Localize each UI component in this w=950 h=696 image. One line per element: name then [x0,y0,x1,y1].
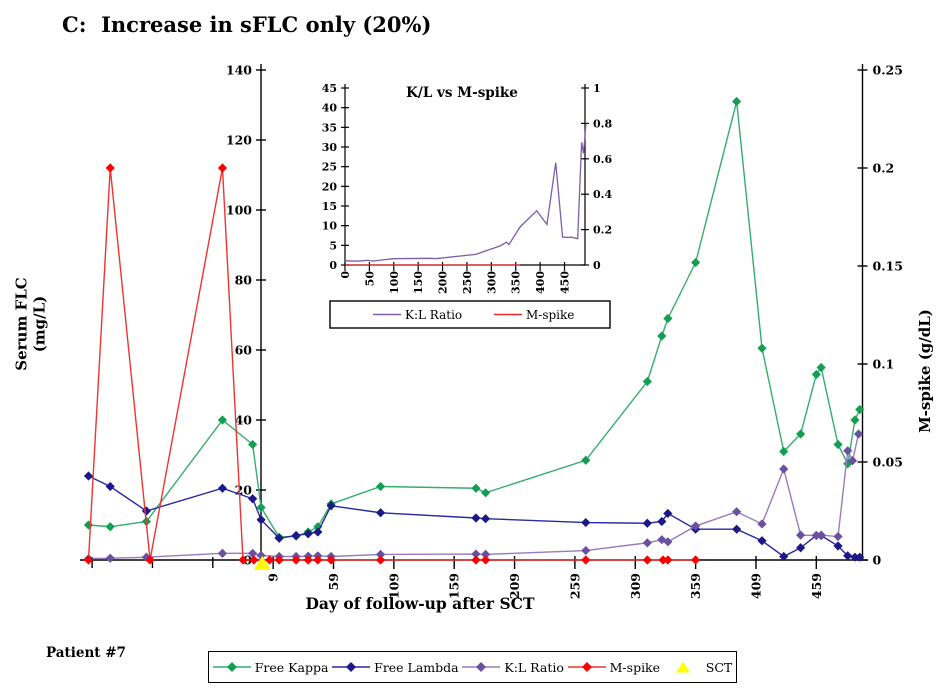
svg-text:35: 35 [322,121,337,134]
svg-text:259: 259 [567,573,582,599]
svg-text:0.05: 0.05 [873,455,903,470]
inset-series-group [344,123,587,266]
svg-text:0.8: 0.8 [593,117,612,130]
m-spike-points [83,163,701,565]
main-legend: Free Kappa Free Lambda K:L Ratio M-spike SCT [208,651,737,683]
free-kappa-legend-marker [212,662,251,672]
x-axis-label: Day of follow-up after SCT [305,594,535,613]
svg-text:0: 0 [329,259,337,272]
k-l-ratio-series [344,123,587,262]
sct-series [253,556,271,570]
svg-text:40: 40 [322,102,338,115]
svg-text:80: 80 [235,273,253,288]
svg-text:250: 250 [461,271,474,294]
svg-text:30: 30 [322,141,338,154]
legend-item-free-lambda: Free Lambda [332,659,459,675]
m-spike-legend-marker [567,662,606,672]
right-y-axis-label: M-spike (g/dL) [916,309,934,433]
svg-text:150: 150 [412,271,425,294]
m-spike-legend-label: M-spike [526,308,574,322]
svg-text:400: 400 [534,271,547,294]
svg-text:409: 409 [748,573,763,599]
free-kappa-series [83,96,865,542]
svg-text:0: 0 [873,553,882,568]
svg-text:0.2: 0.2 [873,161,895,176]
k-l-ratio-legend-marker [462,662,501,672]
legend-label: SCT [705,659,733,675]
m-spike-series [83,163,701,565]
svg-text:209: 209 [507,573,522,599]
main-axes [80,64,868,569]
k-l-ratio-line [88,433,860,560]
svg-text:100: 100 [388,271,401,294]
svg-text:309: 309 [628,573,643,599]
svg-text:5: 5 [329,239,337,252]
svg-text:159: 159 [447,573,462,599]
svg-text:0.15: 0.15 [873,259,903,274]
legend-item-m-spike: M-spike [567,659,661,675]
svg-text:450: 450 [559,271,572,294]
legend-label: M-spike [609,659,661,675]
free-kappa-line [88,101,861,538]
legend-label: Free Lambda [374,659,459,675]
patient-label: Patient #7 [46,645,126,661]
main-series-group [83,96,865,570]
svg-text:15: 15 [322,200,337,213]
legend-label: Free Kappa [254,659,329,675]
legend-item-sct: SCT [664,660,732,675]
svg-text:100: 100 [226,203,252,218]
svg-text:120: 120 [226,133,252,148]
svg-text:60: 60 [235,343,253,358]
svg-text:140: 140 [226,63,252,78]
legend-item-k-l-ratio: K:L Ratio [462,660,564,675]
inset-title: K/L vs M-spike [406,85,518,101]
svg-text:9: 9 [266,573,281,582]
svg-text:200: 200 [437,271,450,294]
left-y-axis-label: Serum FLC (mg/L) [12,277,49,371]
free-kappa-points [83,96,865,542]
m-spike-line [87,167,696,561]
chart-title: C: Increase in sFLC only (20%) [62,12,432,37]
svg-text:40: 40 [235,413,253,428]
svg-text:50: 50 [363,271,376,287]
svg-text:0: 0 [593,259,601,272]
svg-text:20: 20 [322,180,338,193]
svg-text:0.2: 0.2 [593,224,612,237]
svg-text:45: 45 [322,82,337,95]
svg-text:25: 25 [322,161,337,174]
svg-text:1: 1 [593,82,601,95]
inset-legend: K:L Ratio M-spike [329,300,611,329]
svg-text:0.1: 0.1 [873,357,895,372]
sct-legend-marker [675,661,690,673]
legend-item-free-kappa: Free Kappa [212,659,329,675]
svg-text:0.6: 0.6 [593,153,612,166]
svg-text:350: 350 [510,271,523,294]
legend-label: K:L Ratio [504,659,564,675]
svg-text:0.25: 0.25 [873,63,903,78]
svg-text:300: 300 [485,271,498,294]
free-lambda-legend-marker [332,662,371,672]
svg-text:59: 59 [326,573,341,590]
k-l-ratio-legend-label: K:L Ratio [405,308,462,322]
svg-text:359: 359 [688,573,703,599]
sct-marker [253,556,271,570]
svg-text:0.4: 0.4 [593,188,612,201]
svg-text:459: 459 [809,573,824,599]
svg-text:109: 109 [386,573,401,599]
svg-text:0: 0 [339,271,352,279]
k-l-ratio-line [344,123,587,262]
svg-text:10: 10 [322,220,338,233]
